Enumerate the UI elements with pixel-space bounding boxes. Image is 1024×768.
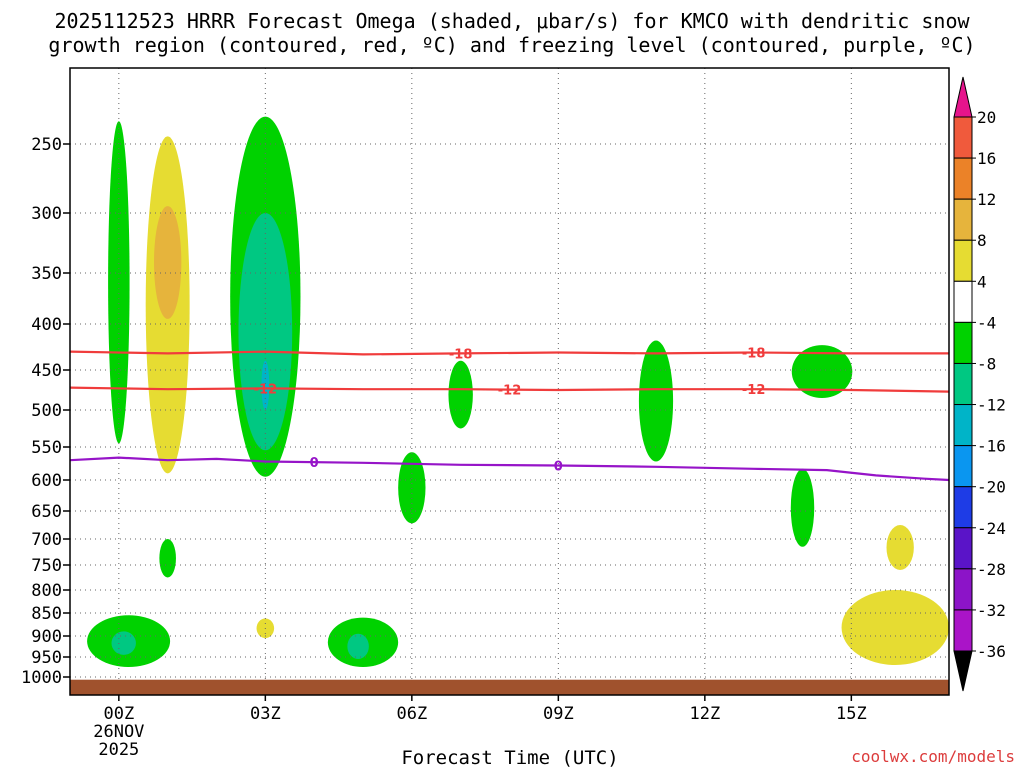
colorbar-label: 4 — [977, 272, 987, 291]
colorbar-segment — [953, 198, 973, 241]
y-tick-label: 650 — [31, 502, 62, 522]
colorbar-segment — [953, 321, 973, 364]
colorbar-segment — [953, 239, 973, 282]
colorbar-label: -24 — [977, 519, 1006, 538]
source-credit[interactable]: coolwx.com/models — [851, 747, 1015, 766]
colorbar-label: -28 — [977, 560, 1006, 579]
colorbar-label: -12 — [977, 396, 1006, 415]
contour-label: 0 — [310, 456, 319, 471]
omega-region — [638, 340, 674, 462]
y-tick-label: 900 — [31, 627, 62, 647]
x-tick-label: 12Z — [689, 704, 720, 724]
colorbar-segment — [953, 362, 973, 406]
contour-label: -18 — [742, 347, 766, 362]
contour-label: 0 — [554, 459, 563, 474]
ground-layer — [70, 679, 949, 695]
y-tick-label: 850 — [31, 604, 62, 624]
omega-region — [108, 121, 130, 444]
x-tick-label: 09Z — [543, 704, 574, 724]
omega-region — [791, 345, 853, 398]
omega-region — [111, 631, 136, 655]
y-tick-label: 400 — [31, 315, 62, 335]
colorbar-top-arrow — [953, 76, 973, 118]
colorbar-segment — [953, 568, 973, 611]
colorbar-segment — [953, 445, 973, 488]
colorbar-label: -36 — [977, 642, 1006, 661]
chart-title-line2: growth region (contoured, red, ºC) and f… — [48, 33, 975, 57]
x-tick-label: 15Z — [836, 704, 867, 724]
x-tick-label: 03Z — [250, 704, 281, 724]
y-tick-label: 250 — [31, 135, 62, 155]
colorbar-label: 20 — [977, 108, 996, 127]
y-tick-label: 700 — [31, 530, 62, 550]
contour-label: -18 — [449, 347, 473, 362]
colorbar-segment — [953, 157, 973, 200]
colorbar-label: -20 — [977, 478, 1006, 497]
omega-region — [153, 206, 182, 319]
x-axis-label: Forecast Time (UTC) — [401, 747, 618, 768]
omega-region — [347, 633, 369, 659]
colorbar-label: 16 — [977, 149, 996, 168]
colorbar-label: -4 — [977, 313, 996, 332]
y-tick-label: 1000 — [21, 668, 62, 688]
contour-line — [69, 456, 950, 482]
colorbar-label: -16 — [977, 437, 1006, 456]
colorbar: 20 16 12 8 4 -4 -8 -12 -16 -20 -24 -28 -32 -36 — [953, 76, 1006, 692]
y-tick-label: 600 — [31, 471, 62, 491]
contour-line — [69, 350, 949, 356]
contour-label: -12 — [254, 382, 278, 397]
x-tick-label: 06Z — [396, 704, 427, 724]
contour-line — [69, 386, 950, 393]
colorbar-label: 8 — [977, 231, 987, 250]
colorbar-label: -32 — [977, 601, 1006, 620]
omega-region — [261, 360, 270, 410]
colorbar-label: -8 — [977, 354, 996, 373]
colorbar-segment — [953, 280, 973, 323]
x-tick-sublabel: 2025 — [98, 740, 139, 760]
y-tick-label: 750 — [31, 556, 62, 576]
contour-lines: -18 -18 -12 -12 -12 0 0 — [69, 347, 950, 482]
colorbar-segment — [953, 404, 973, 447]
omega-region — [159, 539, 176, 578]
x-tick-label: 00Z — [103, 704, 134, 724]
y-axis: 250 300 350 400 450 500 550 600 650 700 750 800 850 9… — [21, 135, 70, 688]
y-tick-label: 450 — [31, 361, 62, 381]
y-tick-label: 950 — [31, 648, 62, 668]
omega-region — [841, 590, 949, 665]
colorbar-segment — [953, 486, 973, 529]
omega-region — [790, 468, 815, 547]
omega-region — [448, 360, 473, 429]
x-tick-sublabel: 26NOV — [93, 722, 144, 742]
y-tick-label: 550 — [31, 438, 62, 458]
colorbar-label: 12 — [977, 190, 996, 209]
contour-label: -12 — [498, 384, 522, 399]
y-tick-label: 350 — [31, 264, 62, 284]
y-tick-label: 500 — [31, 401, 62, 421]
omega-region — [886, 525, 914, 570]
plot-frame — [69, 67, 950, 696]
y-tick-label: 300 — [31, 204, 62, 224]
colorbar-segment — [953, 609, 973, 652]
omega-region — [238, 213, 293, 451]
colorbar-bottom-arrow — [953, 650, 973, 692]
plot-area: -18 -18 -12 -12 -12 0 0 — [69, 67, 950, 696]
colorbar-segment — [953, 116, 973, 159]
colorbar-segment — [953, 527, 973, 570]
y-tick-label: 800 — [31, 581, 62, 601]
omega-shading — [87, 116, 949, 668]
omega-region — [398, 452, 426, 524]
contour-label: -12 — [742, 383, 766, 398]
chart-title-line1: 2025112523 HRRR Forecast Omega (shaded, … — [54, 9, 970, 33]
